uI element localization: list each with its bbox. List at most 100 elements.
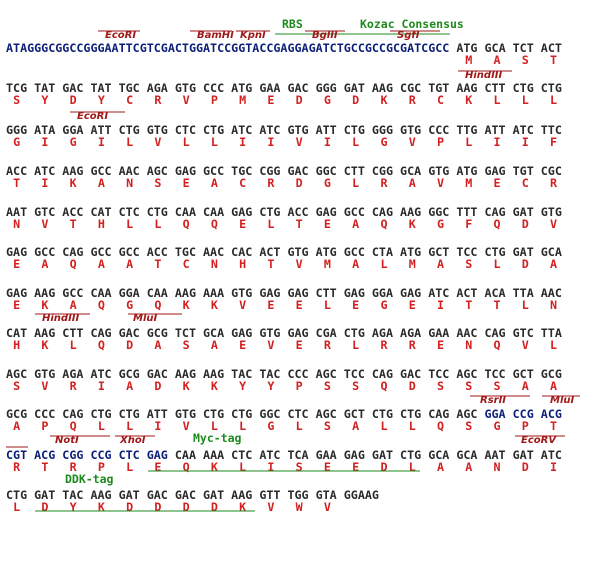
amino-acid: T (550, 419, 557, 433)
amino-acid: D (126, 338, 133, 352)
amino-acid: V (239, 298, 246, 312)
amino-acid: E (13, 257, 20, 271)
amino-acid: L (409, 460, 416, 474)
restriction-site: RsrII (480, 395, 506, 406)
amino-acid: E (267, 298, 274, 312)
amino-acid: V (522, 338, 529, 352)
amino-acid: S (465, 257, 472, 271)
amino-acid: V (437, 176, 444, 190)
amino-acid: S (13, 379, 20, 393)
amino-acid: S (154, 176, 161, 190)
amino-acid: D (154, 500, 161, 514)
amino-acid: L (239, 419, 246, 433)
amino-acid: T (13, 176, 20, 190)
amino-acid: A (70, 298, 77, 312)
amino-acid: I (154, 419, 161, 433)
amino-acid: D (296, 93, 303, 107)
restriction-site: BglII (312, 30, 338, 41)
amino-acid: T (41, 460, 48, 474)
amino-acid: G (13, 135, 20, 149)
amino-acid: P (437, 135, 444, 149)
dna-line: ACC ATC AAG GCC AAC AGC GAG GCC TGC CGG … (6, 164, 562, 178)
restriction-site: BamHI (197, 30, 234, 41)
dna-segment: CTG GAT TAC AAG GAT GAC GAC GAT AAG GTT … (6, 488, 379, 502)
amino-acid: Q (154, 298, 161, 312)
restriction-site: EcoRV (521, 435, 557, 446)
amino-acid: Y (267, 379, 274, 393)
amino-acid: E (13, 298, 20, 312)
amino-acid: G (493, 419, 500, 433)
amino-acid: L (465, 135, 472, 149)
amino-acid: L (409, 419, 416, 433)
amino-acid: R (70, 379, 78, 393)
amino-acid: A (126, 257, 133, 271)
amino-acid: N (550, 298, 557, 312)
amino-acid: M (324, 257, 331, 271)
amino-acid: A (154, 338, 161, 352)
amino-acid: Q (211, 217, 218, 231)
amino-acid: K (211, 460, 218, 474)
amino-acid: A (465, 460, 472, 474)
amino-acid: K (183, 379, 190, 393)
dna-segment: GAG AAG GCC CAA GGA CAA AAG AAA GTG GAG … (6, 286, 562, 300)
amino-acid: E (239, 217, 246, 231)
amino-acid: I (550, 460, 557, 474)
amino-acid: M (465, 53, 472, 67)
dna-segment: GCG CCC CAG CTG CTG ATT GTG CTG CTG GGC … (6, 407, 484, 421)
feature-tag: RBS (282, 17, 303, 31)
dna-segment: CAA AAA CTC ATC TCA GAA GAG GAT CTG GCA … (168, 448, 562, 462)
amino-acid: H (13, 338, 20, 352)
amino-acid: V (41, 217, 48, 231)
amino-acid: E (352, 460, 359, 474)
amino-acid: Q (70, 419, 77, 433)
amino-acid: A (98, 257, 105, 271)
restriction-site: XhoI (119, 435, 146, 446)
amino-acid: K (183, 298, 190, 312)
amino-acid: Y (98, 93, 105, 107)
amino-acid: Q (70, 257, 77, 271)
amino-acid: Q (98, 298, 105, 312)
amino-acid: G (324, 176, 331, 190)
dna-line: GCG CCC CAG CTG CTG ATT GTG CTG CTG GGC … (6, 407, 562, 421)
amino-acid: M (465, 176, 472, 190)
amino-acid: Q (183, 217, 190, 231)
amino-acid: G (70, 135, 77, 149)
amino-acid: T (465, 298, 472, 312)
dna-line: AAT GTC ACC CAT CTC CTG CAA CAA GAG CTG … (6, 205, 562, 219)
amino-acid: N (13, 217, 20, 231)
amino-acid: E (352, 298, 359, 312)
amino-acid: V (154, 135, 161, 149)
restriction-site: EcoRI (105, 30, 136, 41)
restriction-site: EcoRI (77, 111, 108, 122)
amino-acid: G (380, 298, 387, 312)
amino-acid: D (522, 257, 529, 271)
amino-acid: A (41, 257, 48, 271)
amino-acid: T (267, 257, 274, 271)
dna-line: ATAGGGCGGCCGGGAATTCGTCGACTGGATCCGGTACCGA… (6, 41, 562, 55)
dna-segment: AAT GTC ACC CAT CTC CTG CAA CAA GAG CTG … (6, 205, 562, 219)
amino-acid: Q (493, 338, 500, 352)
amino-acid: A (522, 379, 529, 393)
amino-acid: L (183, 135, 190, 149)
amino-acid: A (13, 419, 20, 433)
amino-acid: I (98, 379, 105, 393)
amino-acid: S (465, 379, 472, 393)
amino-acid: C (126, 93, 133, 107)
amino-acid: Q (380, 217, 387, 231)
amino-acid: T (493, 298, 500, 312)
dna-segment: ATAGGGCGGCCGGGAATTCGTCGACTGGATCCGGTACCGA… (6, 41, 449, 55)
amino-acid: P (98, 460, 105, 474)
dna-segment: ACC ATC AAG GCC AAC AGC GAG GCC TGC CGG … (6, 164, 562, 178)
restriction-site: MluI (550, 395, 574, 406)
amino-acid: L (126, 419, 133, 433)
amino-acid: L (550, 338, 557, 352)
amino-acid: A (550, 379, 557, 393)
amino-acid: E (296, 338, 303, 352)
amino-acid: L (296, 419, 303, 433)
amino-acid: T (550, 53, 557, 67)
amino-acid: I (41, 135, 48, 149)
amino-acid: Q (437, 419, 444, 433)
amino-acid: R (380, 176, 388, 190)
amino-acid: G (126, 298, 133, 312)
feature-tag: Myc-tag (193, 431, 242, 445)
